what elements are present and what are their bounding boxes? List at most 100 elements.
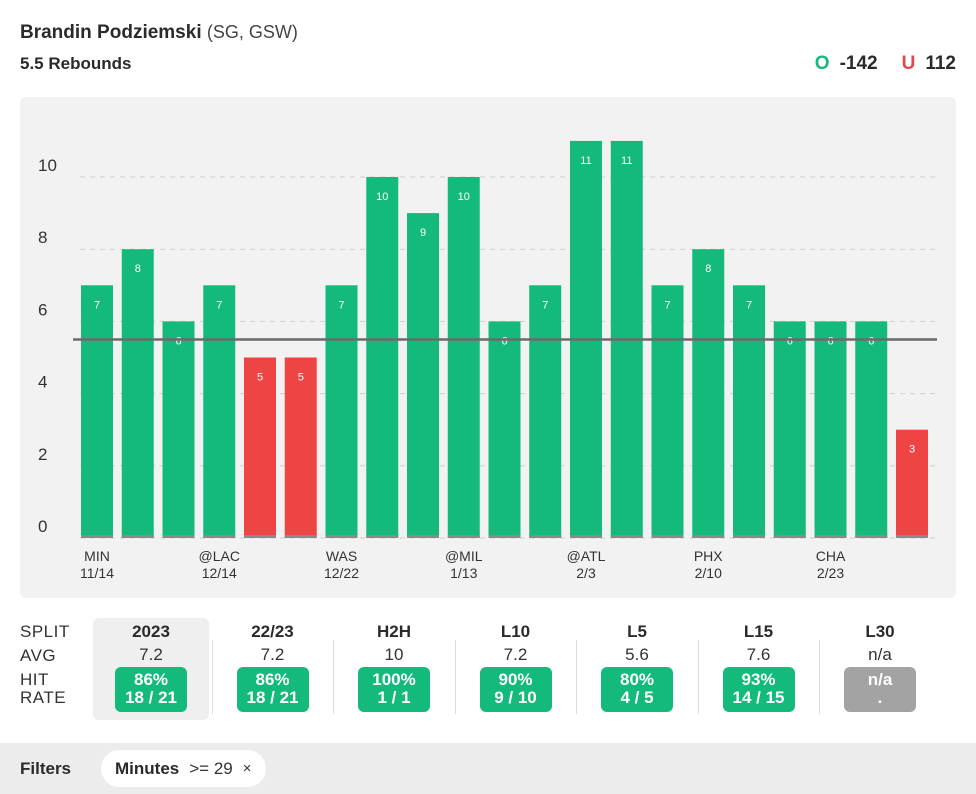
hit-rate-count: 1 / 1	[377, 688, 411, 707]
split-column[interactable]: H2H 10 100% 1 / 1	[336, 618, 452, 720]
split-avg: 7.6	[746, 645, 771, 664]
bar-base	[733, 535, 765, 538]
over-odds-value: -142	[839, 53, 878, 74]
header: Brandin Podziemski (SG, GSW) 5.5 Rebound…	[20, 22, 956, 82]
split-name: 22/23	[251, 622, 294, 641]
hit-rate-pill: 93% 14 / 15	[722, 667, 795, 712]
bar-value-label: 7	[216, 299, 222, 311]
bar-base	[284, 535, 317, 538]
hit-rate-count: .	[877, 688, 883, 707]
bar[interactable]	[773, 321, 806, 538]
split-avg: 5.6	[625, 645, 649, 664]
x-tick-team: CHA	[816, 548, 846, 564]
split-column[interactable]: L5 5.6 80% 4 / 5	[579, 618, 695, 720]
bar-value-label: 3	[909, 444, 915, 456]
x-tick-date: 2/10	[695, 565, 722, 581]
bar[interactable]	[692, 249, 725, 538]
split-column[interactable]: 22/23 7.2 86% 18 / 21	[215, 618, 331, 720]
split-name: L30	[865, 622, 895, 641]
hit-rate-percent: 93%	[741, 670, 776, 689]
bar[interactable]	[325, 285, 358, 538]
bar-base	[162, 535, 195, 538]
player-name: Brandin Podziemski (SG, GSW)	[20, 22, 298, 44]
y-tick-label: 6	[38, 300, 47, 319]
split-column[interactable]: L15 7.6 93% 14 / 15	[701, 618, 817, 720]
bar[interactable]	[814, 321, 847, 538]
bar-value-label: 8	[705, 263, 711, 275]
hit-rate-count: 9 / 10	[494, 688, 537, 707]
hit-rate-count: 14 / 15	[732, 688, 785, 707]
split-label: SPLIT	[20, 622, 70, 641]
filter-chip-minutes[interactable]: Minutes >= 29 ×	[101, 750, 266, 787]
bar-value-label: 6	[868, 335, 874, 347]
hit-rate-percent: 100%	[372, 670, 416, 689]
bar-value-label: 7	[94, 299, 100, 311]
prop-line: 5.5 Rebounds	[20, 54, 132, 73]
bar[interactable]	[203, 285, 236, 538]
bar-value-label: 11	[621, 155, 632, 167]
y-tick-label: 0	[38, 517, 47, 536]
x-tick-date: 12/14	[202, 565, 237, 581]
filter-chip-name: Minutes	[115, 758, 180, 778]
bar-value-label: 5	[257, 372, 263, 384]
y-tick-label: 8	[38, 228, 47, 247]
hit-label: HIT	[20, 670, 49, 689]
hit-rate-pill: n/a.	[844, 667, 916, 712]
bar[interactable]	[244, 357, 276, 539]
rate-label: RATE	[20, 688, 67, 707]
hit-rate-pill: 90% 9 / 10	[479, 667, 552, 712]
hit-rate-count: 4 / 5	[620, 688, 654, 707]
split-name: L10	[500, 622, 531, 641]
bar[interactable]	[855, 321, 888, 538]
bar-base	[244, 535, 276, 538]
bar[interactable]	[407, 213, 439, 538]
filters-label: Filters	[20, 759, 72, 778]
bar-base	[896, 535, 928, 538]
split-name: H2H	[376, 622, 411, 641]
bar-value-label: 9	[420, 227, 426, 239]
split-avg: 10	[384, 645, 404, 664]
bar[interactable]	[284, 357, 317, 539]
split-column[interactable]: L10 7.2 90% 9 / 10	[458, 618, 574, 720]
bar[interactable]	[81, 285, 113, 538]
bar[interactable]	[162, 321, 195, 538]
split-column[interactable]: 2023 7.2 86% 18 / 21	[93, 618, 209, 720]
split-divider	[819, 640, 821, 714]
splits-table: SPLIT AVG HIT RATE 2023 7.2 86% 18 / 21 22/2…	[20, 618, 956, 722]
bar[interactable]	[447, 177, 480, 538]
bar[interactable]	[896, 429, 928, 538]
odds: O -142 U 112	[815, 53, 956, 75]
split-divider	[333, 640, 335, 714]
bar-base	[407, 535, 439, 538]
bar[interactable]	[733, 285, 765, 538]
bar[interactable]	[488, 321, 521, 538]
split-column[interactable]: L30 n/a n/a.	[822, 618, 938, 720]
bar[interactable]	[121, 249, 154, 538]
hit-rate-percent: n/a	[867, 670, 893, 689]
bar-base	[570, 535, 602, 538]
hit-rate-percent: 80%	[619, 670, 655, 689]
bar-base	[488, 535, 521, 538]
split-name: L15	[743, 622, 774, 641]
split-name: L5	[627, 622, 647, 641]
bar-base	[610, 535, 643, 538]
avg-label: AVG	[20, 646, 57, 665]
bar-base	[366, 535, 399, 538]
bar-value-label: 7	[746, 299, 752, 311]
hit-rate-pill: 80% 4 / 5	[601, 667, 673, 712]
bar[interactable]	[651, 285, 684, 538]
x-tick-team: @LAC	[199, 548, 240, 564]
x-tick-team: WAS	[326, 548, 357, 564]
over-odds[interactable]: O -142	[815, 53, 878, 75]
split-avg: 7.2	[260, 645, 285, 664]
x-tick-date: 2/3	[576, 565, 596, 581]
bar[interactable]	[529, 285, 562, 538]
under-odds-value: 112	[925, 53, 956, 74]
bar[interactable]	[366, 177, 399, 538]
hit-rate-pill: 86% 18 / 21	[236, 667, 309, 712]
x-tick-date: 12/22	[324, 565, 359, 581]
bar-base	[814, 535, 847, 538]
close-icon[interactable]: ×	[242, 760, 252, 777]
hit-rate-percent: 90%	[498, 670, 533, 689]
under-odds[interactable]: U 112	[902, 53, 956, 75]
